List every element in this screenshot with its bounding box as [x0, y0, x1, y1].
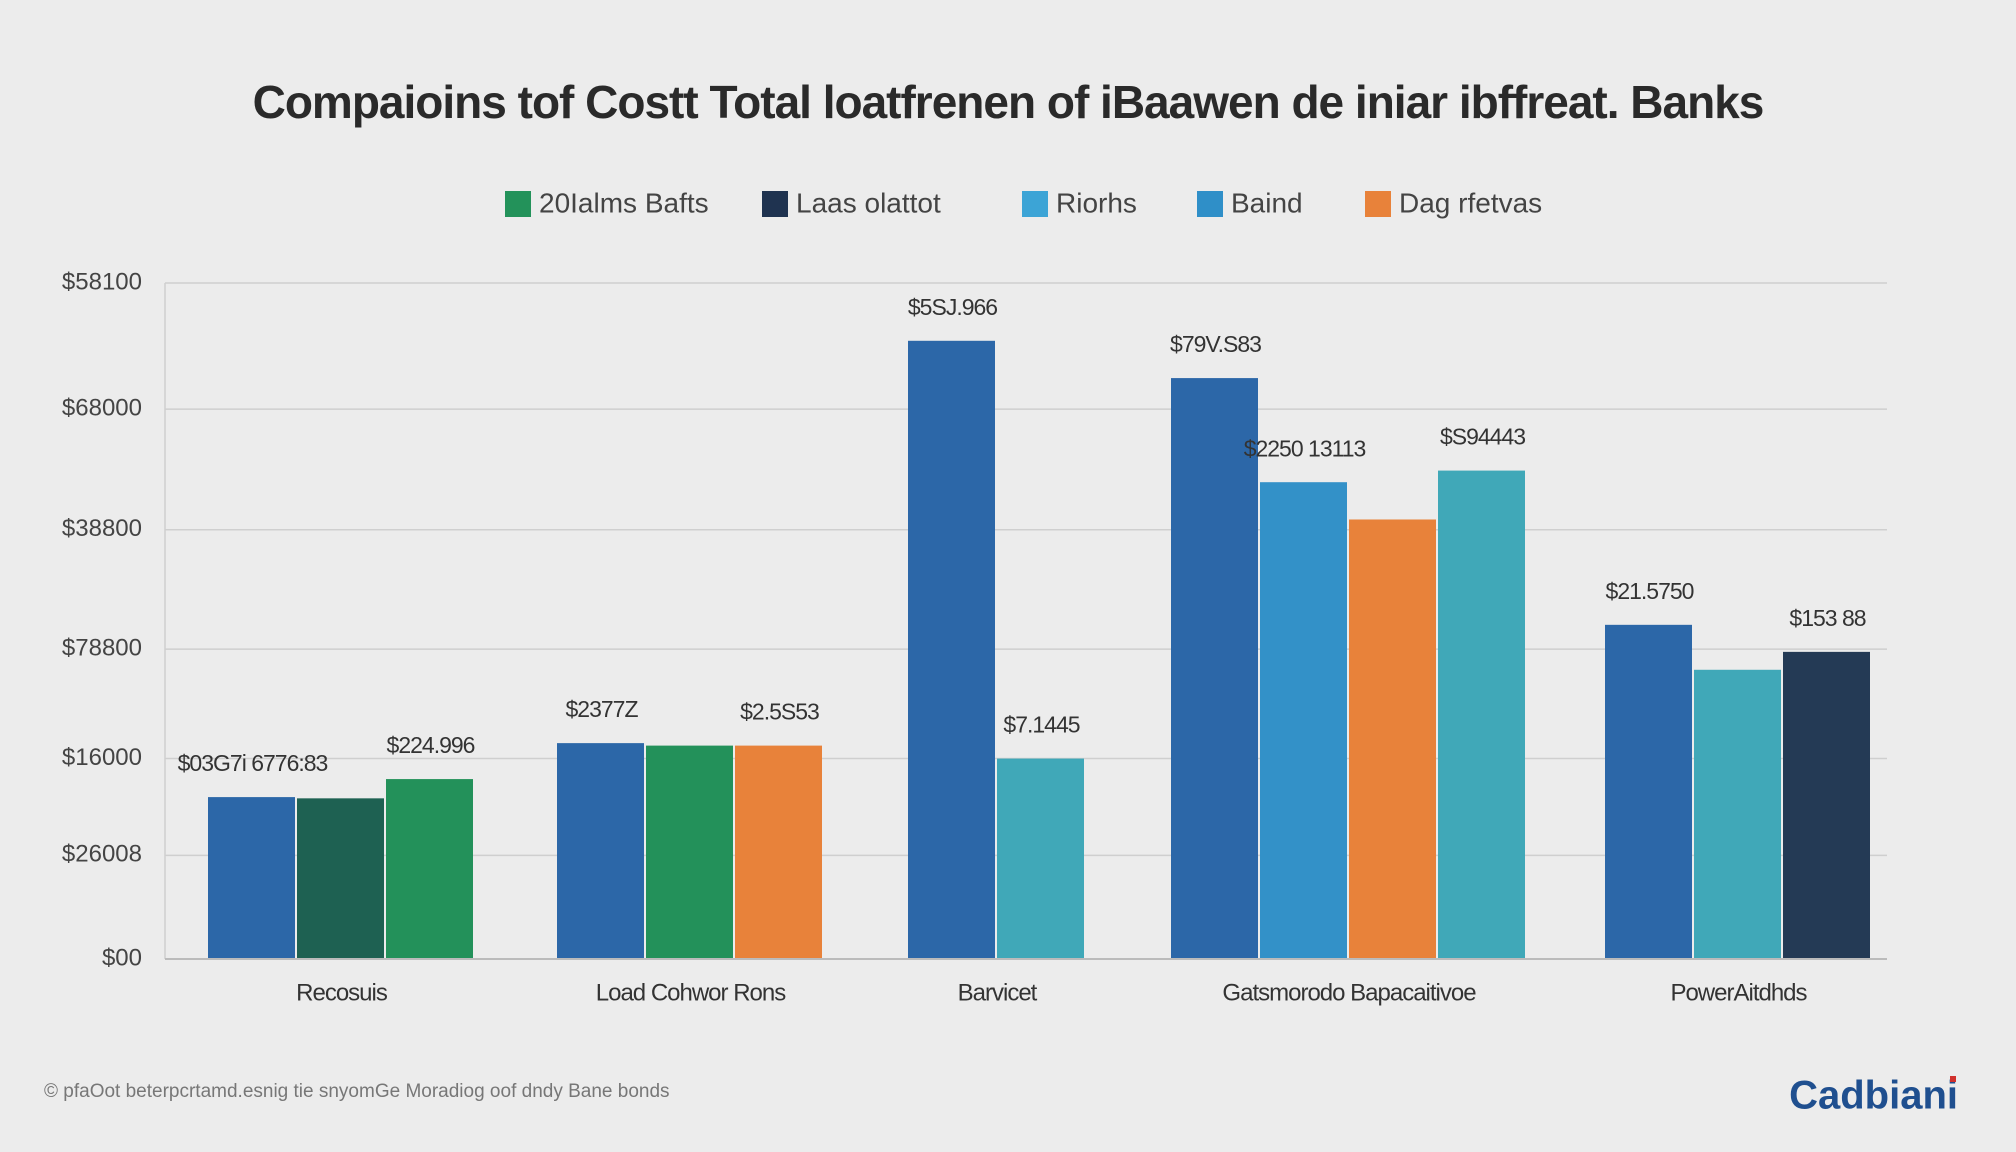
y-tick-label: $58100 — [62, 268, 142, 295]
bar — [557, 743, 644, 959]
bar — [908, 340, 995, 960]
bar — [386, 779, 473, 959]
legend-label: 20Ialms Bafts — [539, 187, 709, 218]
bar — [735, 745, 822, 959]
footnote: © pfaOot beterpcrtamd.esnig tie snyomGe … — [44, 1081, 670, 1102]
legend-swatch — [1022, 191, 1048, 217]
bar — [646, 745, 733, 959]
brand-logo: Cadbiani — [1789, 1074, 1958, 1118]
bar — [1260, 482, 1347, 959]
value-label: $21.5750 — [1606, 578, 1694, 604]
brand-accent — [1950, 1076, 1956, 1082]
legend-swatch — [505, 191, 531, 217]
y-tick-label: $00 — [102, 944, 142, 971]
x-tick-label: Recosuis — [296, 979, 388, 1006]
bar — [297, 798, 384, 959]
y-tick-label: $78800 — [62, 635, 142, 662]
y-tick-label: $68000 — [62, 395, 142, 422]
bar — [1783, 651, 1870, 959]
value-label: $5SJ.966 — [908, 294, 997, 320]
value-label: $2.5S53 — [740, 699, 819, 725]
x-tick-label: Barvicet — [958, 979, 1038, 1006]
legend-swatch — [762, 191, 788, 217]
bar — [1694, 669, 1781, 959]
value-label: $2377Z — [565, 696, 638, 722]
value-label: $03G7i 6776:83 — [178, 750, 328, 776]
y-tick-label: $38800 — [62, 515, 142, 542]
y-tick-label: $26008 — [62, 841, 142, 868]
value-label: $7.1445 — [1003, 712, 1079, 738]
value-label: $153 88 — [1789, 605, 1865, 631]
x-tick-label: PowerAitdhds — [1670, 979, 1807, 1006]
bar — [1605, 624, 1692, 959]
value-label: $S94443 — [1440, 424, 1525, 450]
x-tick-label: Gatsmorodo Bapacaitivoe — [1222, 979, 1476, 1006]
legend-label: Riorhs — [1056, 187, 1137, 218]
value-label: $79V.S83 — [1170, 331, 1261, 357]
legend-label: Baind — [1231, 187, 1303, 218]
bar — [1349, 519, 1436, 959]
legend-label: Laas olattot — [796, 187, 941, 218]
value-label: $224.996 — [387, 732, 475, 758]
y-tick-label: $16000 — [62, 744, 142, 771]
chart-title: Compaioins tof Costt Total loatfrenen of… — [253, 76, 1764, 128]
legend-swatch — [1365, 191, 1391, 217]
bar — [208, 797, 295, 959]
bar — [997, 758, 1084, 959]
bar — [1171, 378, 1258, 959]
legend-swatch — [1197, 191, 1223, 217]
x-tick-label: Load Cohwor Rons — [596, 979, 786, 1006]
bar — [1438, 470, 1525, 959]
value-label: $2250 13113 — [1244, 435, 1366, 461]
legend-label: Dag rfetvas — [1399, 187, 1542, 218]
